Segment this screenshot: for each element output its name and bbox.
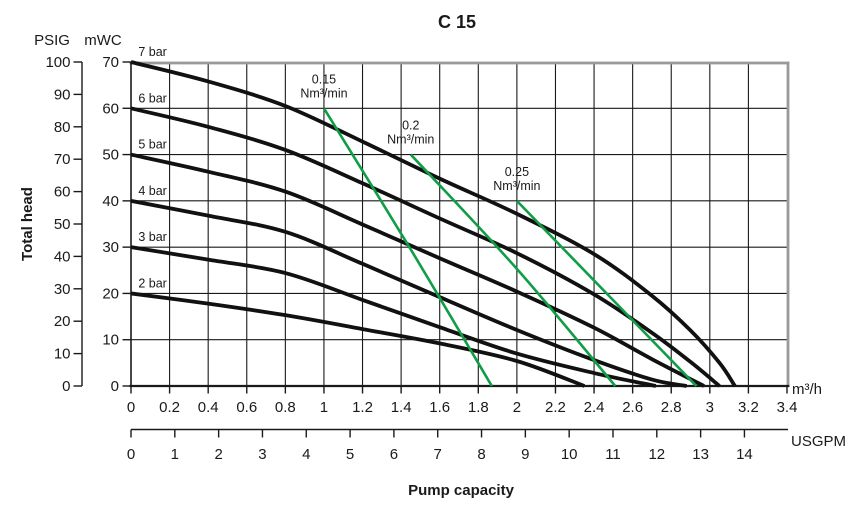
m3h-tick-label: 1.6 xyxy=(429,399,450,416)
usgpm-tick-label: 10 xyxy=(561,446,578,463)
curve-label-5-bar: 5 bar xyxy=(138,138,167,152)
usgpm-tick-label: 13 xyxy=(692,446,709,463)
usgpm-axis-unit: USGPM xyxy=(791,433,846,450)
m3h-axis-unit: m³/h xyxy=(792,381,822,398)
air-curve-label: 0.2 xyxy=(402,119,419,133)
psig-tick-label: 0 xyxy=(62,378,70,395)
usgpm-tick-label: 14 xyxy=(736,446,753,463)
m3h-tick-label: 1.4 xyxy=(391,399,412,416)
usgpm-tick-label: 6 xyxy=(390,446,398,463)
pump-curve-3-bar xyxy=(130,245,657,388)
pump-curve-7-bar xyxy=(130,60,737,388)
grid xyxy=(131,62,787,386)
usgpm-tick-label: 12 xyxy=(648,446,665,463)
m3h-tick-label: 0.2 xyxy=(159,399,180,416)
mwc-tick-label: 10 xyxy=(102,332,119,349)
psig-tick-label: 10 xyxy=(54,346,71,363)
m3h-tick-label: 2.2 xyxy=(545,399,566,416)
mwc-tick-label: 70 xyxy=(102,54,119,71)
psig-tick-label: 90 xyxy=(54,86,71,103)
m3h-tick-label: 0 xyxy=(127,399,135,416)
psig-tick-label: 80 xyxy=(54,119,71,136)
m3h-tick-label: 3 xyxy=(706,399,714,416)
pump-curve-6-bar xyxy=(130,106,721,388)
mwc-axis-header: mWC xyxy=(84,32,122,49)
m3h-tick-label: 2.6 xyxy=(622,399,643,416)
m3h-tick-label: 1 xyxy=(320,399,328,416)
plot-frame xyxy=(129,61,790,388)
mwc-tick-label: 30 xyxy=(102,239,119,256)
psig-axis-header: PSIG xyxy=(34,32,70,49)
psig-tick-label: 50 xyxy=(54,216,71,233)
curve-label-7-bar: 7 bar xyxy=(138,45,167,59)
mwc-tick-label: 50 xyxy=(102,147,119,164)
curve-label-3-bar: 3 bar xyxy=(138,230,167,244)
air-curve-label: Nm³/min xyxy=(300,86,347,100)
air-curve-label: Nm³/min xyxy=(387,133,434,147)
usgpm-tick-label: 0 xyxy=(127,446,135,463)
usgpm-tick-label: 2 xyxy=(214,446,222,463)
m3h-tick-label: 2.8 xyxy=(661,399,682,416)
m3h-tick-label: 2.4 xyxy=(584,399,605,416)
usgpm-tick-label: 4 xyxy=(302,446,310,463)
curve-label-6-bar: 6 bar xyxy=(138,91,167,105)
usgpm-tick-label: 11 xyxy=(605,446,621,463)
mwc-tick-label: 20 xyxy=(102,285,119,302)
usgpm-tick-label: 8 xyxy=(477,446,485,463)
usgpm-tick-label: 5 xyxy=(346,446,354,463)
usgpm-tick-label: 7 xyxy=(434,446,442,463)
curve-label-4-bar: 4 bar xyxy=(138,184,167,198)
usgpm-tick-label: 9 xyxy=(521,446,529,463)
m3h-tick-label: 1.8 xyxy=(468,399,489,416)
usgpm-tick-label: 1 xyxy=(171,446,179,463)
mwc-tick-label: 60 xyxy=(102,100,119,117)
mwc-tick-label: 0 xyxy=(111,378,119,395)
psig-tick-label: 20 xyxy=(54,313,71,330)
pump-curve-0.25-nm-min xyxy=(515,199,698,387)
pump-curve-2-bar xyxy=(130,291,586,388)
m3h-tick-label: 0.4 xyxy=(198,399,219,416)
air-curve-label: Nm³/min xyxy=(493,179,540,193)
psig-tick-label: 70 xyxy=(54,151,71,168)
m3h-tick-label: 1.2 xyxy=(352,399,373,416)
m3h-tick-label: 0.8 xyxy=(275,399,296,416)
chart-title: C 15 xyxy=(438,12,476,32)
psig-tick-label: 30 xyxy=(54,281,71,298)
pump-curve-0.15-nm-min xyxy=(322,107,493,387)
air-curve-label: 0.25 xyxy=(505,165,529,179)
psig-tick-label: 40 xyxy=(54,248,71,265)
m3h-tick-label: 2 xyxy=(513,399,521,416)
curve-label-2-bar: 2 bar xyxy=(138,276,167,290)
mwc-tick-label: 40 xyxy=(102,193,119,210)
psig-tick-label: 60 xyxy=(54,184,71,201)
air-curve-label: 0.15 xyxy=(312,72,336,86)
curves xyxy=(130,60,737,388)
x-axis-title: Pump capacity xyxy=(408,482,515,499)
pump-curve-5-bar xyxy=(130,152,705,388)
psig-tick-label: 100 xyxy=(45,54,70,71)
pump-curve-0.2-nm-min xyxy=(409,153,617,387)
m3h-tick-label: 0.6 xyxy=(236,399,257,416)
m3h-tick-label: 3.4 xyxy=(777,399,798,416)
y-axis-title: Total head xyxy=(19,187,36,261)
usgpm-tick-label: 3 xyxy=(258,446,266,463)
m3h-tick-label: 3.2 xyxy=(738,399,759,416)
